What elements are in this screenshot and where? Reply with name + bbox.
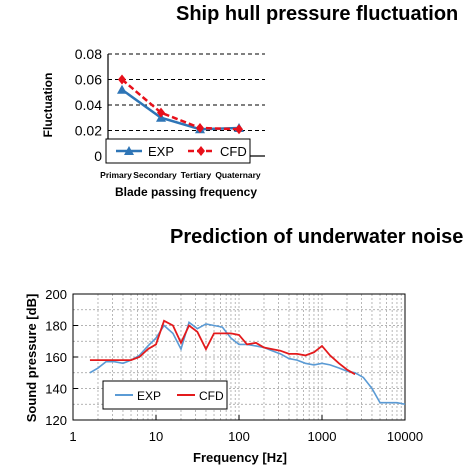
chart2-title: Prediction of underwater noise xyxy=(170,226,464,248)
chart2-ytick-label: 160 xyxy=(45,350,67,365)
chart1-title: Ship hull pressure fluctuation xyxy=(176,3,459,25)
chart1-point-cfd xyxy=(157,107,165,118)
chart2-x-axis-label: Frequency [Hz] xyxy=(193,450,287,465)
chart2-xtick-label: 10 xyxy=(149,429,163,444)
chart1-legend-label: EXP xyxy=(148,144,174,159)
chart1-point-cfd xyxy=(235,124,243,135)
chart1-series-cfd xyxy=(121,78,240,131)
chart2-xtick-label: 100 xyxy=(228,429,250,444)
chart2-series-cfd xyxy=(89,319,356,376)
chart1-ytick-label: 0.08 xyxy=(75,46,102,62)
chart1-legend-marker xyxy=(197,146,205,156)
chart1-legend-marker xyxy=(124,146,134,155)
chart1-point-exp xyxy=(117,84,127,94)
chart2-legend-label: EXP xyxy=(137,389,161,403)
chart1-ytick-label: 0.02 xyxy=(75,123,102,139)
chart1-y-axis-label: Fluctuation xyxy=(41,73,55,138)
chart1-category-label: Tertiary xyxy=(181,170,212,180)
chart2-legend-label: CFD xyxy=(199,389,224,403)
chart1-x-axis-label: Blade passing frequency xyxy=(115,185,257,199)
chart1-legend-label: CFD xyxy=(220,144,247,159)
chart2-ytick-label: 140 xyxy=(45,382,67,397)
chart2-y-axis-label: Sound pressure [dB] xyxy=(24,294,39,423)
chart1-ytick-label: 0.06 xyxy=(75,72,102,88)
chart1-point-cfd xyxy=(196,122,204,133)
chart2-ytick-label: 180 xyxy=(45,319,67,334)
chart1-category-label: Quaternary xyxy=(215,170,261,180)
chart2-ytick-label: 120 xyxy=(45,413,67,428)
chart1-ytick-label: 0.04 xyxy=(75,97,102,113)
chart2-ytick-label: 200 xyxy=(45,287,67,302)
chart2-xtick-label: 10000 xyxy=(387,429,423,444)
chart1-category-label: Primary xyxy=(100,170,132,180)
chart2-xtick-label: 1 xyxy=(69,429,76,444)
chart1-category-label: Secondary xyxy=(133,170,177,180)
chart1-ytick-label: 0 xyxy=(94,148,102,164)
chart1-point-cfd xyxy=(118,74,126,85)
chart2-xtick-label: 1000 xyxy=(308,429,337,444)
